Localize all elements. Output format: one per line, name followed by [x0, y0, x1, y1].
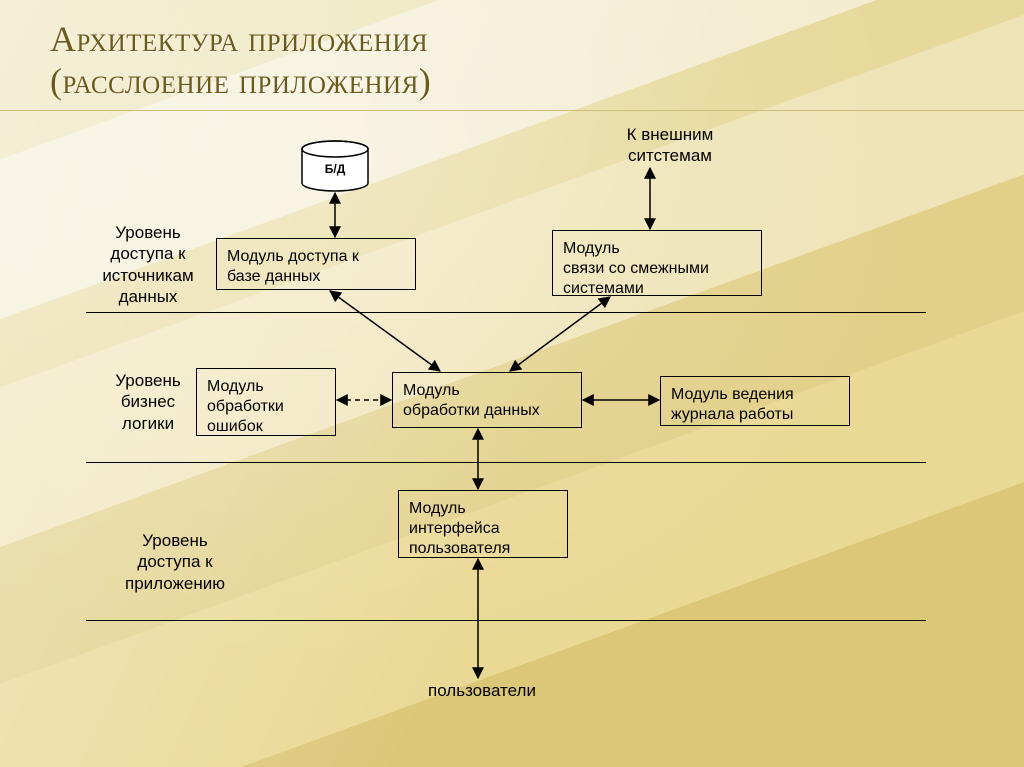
title-line2: (расслоение приложения) — [50, 60, 431, 102]
title-underline — [0, 110, 1024, 111]
slide-title: Архитектура приложения (расслоение прило… — [50, 18, 431, 102]
separator-1 — [86, 312, 926, 313]
separator-3 — [86, 620, 926, 621]
edge-dbaccess-proc — [330, 291, 440, 371]
layer-label-logic: Уровеньбизнеслогики — [100, 370, 196, 434]
node-processing: Модульобработки данных — [392, 372, 582, 428]
layer-label-app: Уровеньдоступа кприложению — [110, 530, 240, 594]
title-line1: Архитектура приложения — [50, 18, 431, 60]
db-label: Б/Д — [300, 162, 370, 176]
db-cylinder: Б/Д — [300, 140, 370, 192]
node-ui: Модульинтерфейсапользователя — [398, 490, 568, 558]
label-users: пользователи — [412, 680, 552, 701]
node-journal: Модуль веденияжурнала работы — [660, 376, 850, 426]
node-errors: Модульобработкиошибок — [196, 368, 336, 436]
layer-label-data: Уровеньдоступа кисточникамданных — [88, 222, 208, 307]
edge-extlink-proc — [510, 297, 610, 371]
node-ext-link: Модульсвязи со смежнымисистемами — [552, 230, 762, 296]
label-external-systems: К внешнимситстемам — [600, 124, 740, 167]
separator-2 — [86, 462, 926, 463]
node-db-access: Модуль доступа кбазе данных — [216, 238, 416, 290]
slide: Архитектура приложения (расслоение прило… — [0, 0, 1024, 767]
